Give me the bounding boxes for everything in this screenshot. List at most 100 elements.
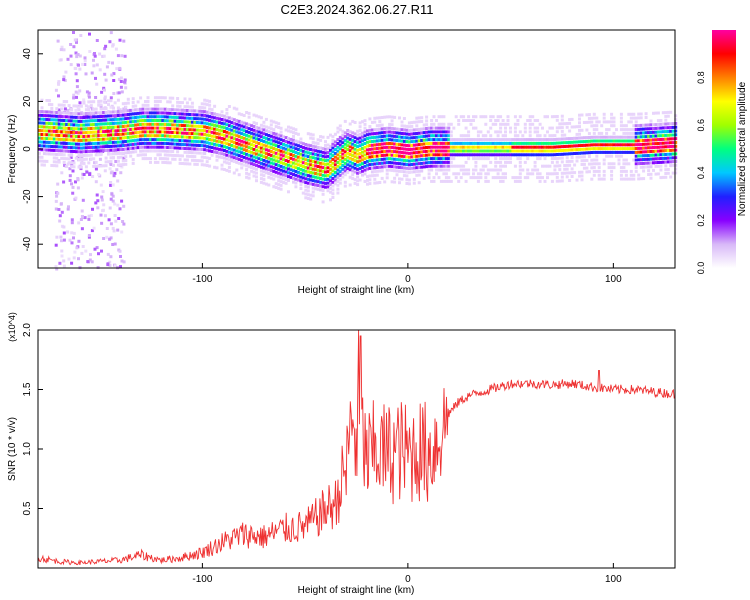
- spectrogram-cell: [533, 141, 537, 145]
- spectrogram-cell: [47, 125, 51, 129]
- spectrogram-cell: [89, 111, 93, 115]
- spectrogram-cell: [296, 167, 300, 171]
- spectrogram-cell: [87, 108, 91, 112]
- spectrogram-cell: [479, 130, 483, 134]
- colorbar-tick-label: 0.0: [696, 262, 706, 275]
- spectrogram-cell: [610, 120, 614, 124]
- spectrogram-cell: [563, 171, 567, 175]
- spectrogram-cell: [398, 131, 401, 135]
- spectrogram-cell: [222, 122, 226, 126]
- spectrogram-cell: [346, 140, 350, 144]
- spectrogram-cell: [38, 155, 41, 159]
- spectrogram-cell: [664, 160, 668, 164]
- spectrogram-cell: [149, 149, 152, 153]
- spectrogram-cell: [279, 176, 283, 180]
- spectrogram-cell: [674, 129, 678, 133]
- spectrogram-cell: [296, 151, 300, 155]
- spectrogram-cell: [131, 97, 135, 101]
- spectrogram-cell: [136, 111, 140, 115]
- spectrogram-cell: [578, 136, 581, 140]
- spectrogram-cell: [361, 173, 364, 177]
- spectrogram-cell: [578, 170, 581, 174]
- spectrogram-cell: [84, 119, 88, 123]
- spectrogram-cell: [200, 136, 204, 140]
- spectrogram-cell: [597, 173, 601, 177]
- spectrogram-cell: [656, 111, 660, 115]
- spectrogram-cell: [356, 133, 360, 137]
- spectrogram-cell: [518, 164, 522, 168]
- spectrogram-cell: [513, 130, 517, 134]
- spectrogram-cell: [314, 145, 318, 149]
- spectrogram-cell: [287, 190, 290, 194]
- spectrogram-cell: [99, 153, 103, 156]
- spectrogram-cell: [420, 116, 424, 120]
- spectrogram-cell: [58, 214, 62, 218]
- spectrogram-cell: [331, 150, 335, 154]
- spectrogram-cell: [70, 108, 74, 111]
- spectrogram-cell: [225, 123, 229, 127]
- spectrogram-cell: [664, 114, 668, 118]
- spectrogram-cell: [176, 127, 180, 131]
- spectrogram-cell: [203, 133, 207, 136]
- spectrogram-cell: [331, 188, 335, 192]
- spectrogram-cell: [277, 133, 281, 137]
- spectrogram-cell: [87, 146, 91, 150]
- spectrogram-cell: [486, 138, 490, 142]
- spectrogram-cell: [255, 122, 258, 126]
- spectrogram-cell: [304, 165, 308, 169]
- spectrogram-cell: [439, 122, 443, 126]
- spectrogram-cell: [605, 147, 609, 151]
- spectrogram-cell: [47, 99, 51, 103]
- spectrogram-cell: [513, 134, 517, 138]
- spectrogram-cell: [656, 172, 660, 176]
- spectrogram-cell: [75, 131, 78, 135]
- spectrogram-cell: [351, 177, 355, 180]
- spectrogram-cell: [590, 116, 594, 120]
- spectrogram-cell: [126, 151, 130, 155]
- spectrogram-cell: [178, 127, 182, 131]
- spectrogram-cell: [218, 144, 221, 147]
- spectrogram-cell: [393, 161, 397, 165]
- spectrogram-cell: [467, 157, 471, 161]
- spectrogram-cell: [289, 156, 293, 160]
- spectrogram-cell: [111, 183, 115, 187]
- spectrogram-cell: [634, 143, 638, 147]
- spectrogram-cell: [52, 148, 56, 152]
- spectrogram-cell: [622, 135, 626, 139]
- spectrogram-cell: [267, 183, 271, 187]
- spectrogram-cell: [587, 155, 591, 158]
- spectrogram-cell: [50, 110, 54, 114]
- spectrogram-cell: [252, 147, 256, 151]
- spectrogram-cell: [284, 170, 288, 174]
- spectrogram-cell: [338, 139, 342, 143]
- spectrogram-cell: [612, 139, 616, 143]
- spectrogram-cell: [190, 120, 194, 124]
- spectrogram-cell: [272, 135, 276, 139]
- spectrogram-cell: [146, 149, 150, 153]
- spectrogram-cell: [42, 136, 46, 140]
- spectrogram-cell: [674, 118, 678, 122]
- spectrogram-cell: [541, 126, 544, 130]
- spectrogram-cell: [156, 126, 160, 130]
- spectrogram-cell: [203, 155, 207, 159]
- spectrogram-cell: [82, 112, 86, 116]
- spectrogram-cell: [481, 115, 485, 119]
- spectrogram-cell: [215, 132, 219, 136]
- spectrogram-cell: [343, 131, 347, 135]
- spectrogram-cell: [523, 126, 527, 130]
- spectrogram-cell: [546, 141, 549, 145]
- spectrogram-cell: [45, 148, 49, 152]
- spectrogram-cell: [50, 145, 54, 148]
- spectrogram-cell: [499, 138, 503, 142]
- spectrogram-cell: [430, 134, 434, 138]
- spectrogram-cell: [536, 153, 540, 157]
- spectrogram-cell: [568, 148, 572, 152]
- spectrogram-cell: [674, 152, 678, 156]
- spectrogram-cell: [99, 137, 103, 141]
- spectrogram-cell: [287, 167, 290, 171]
- spectrogram-cell: [385, 149, 389, 153]
- spectrogram-cell: [171, 108, 175, 112]
- spectrogram-cell: [378, 142, 382, 146]
- spectrogram-cell: [393, 115, 397, 119]
- spectrogram-cell: [42, 110, 46, 114]
